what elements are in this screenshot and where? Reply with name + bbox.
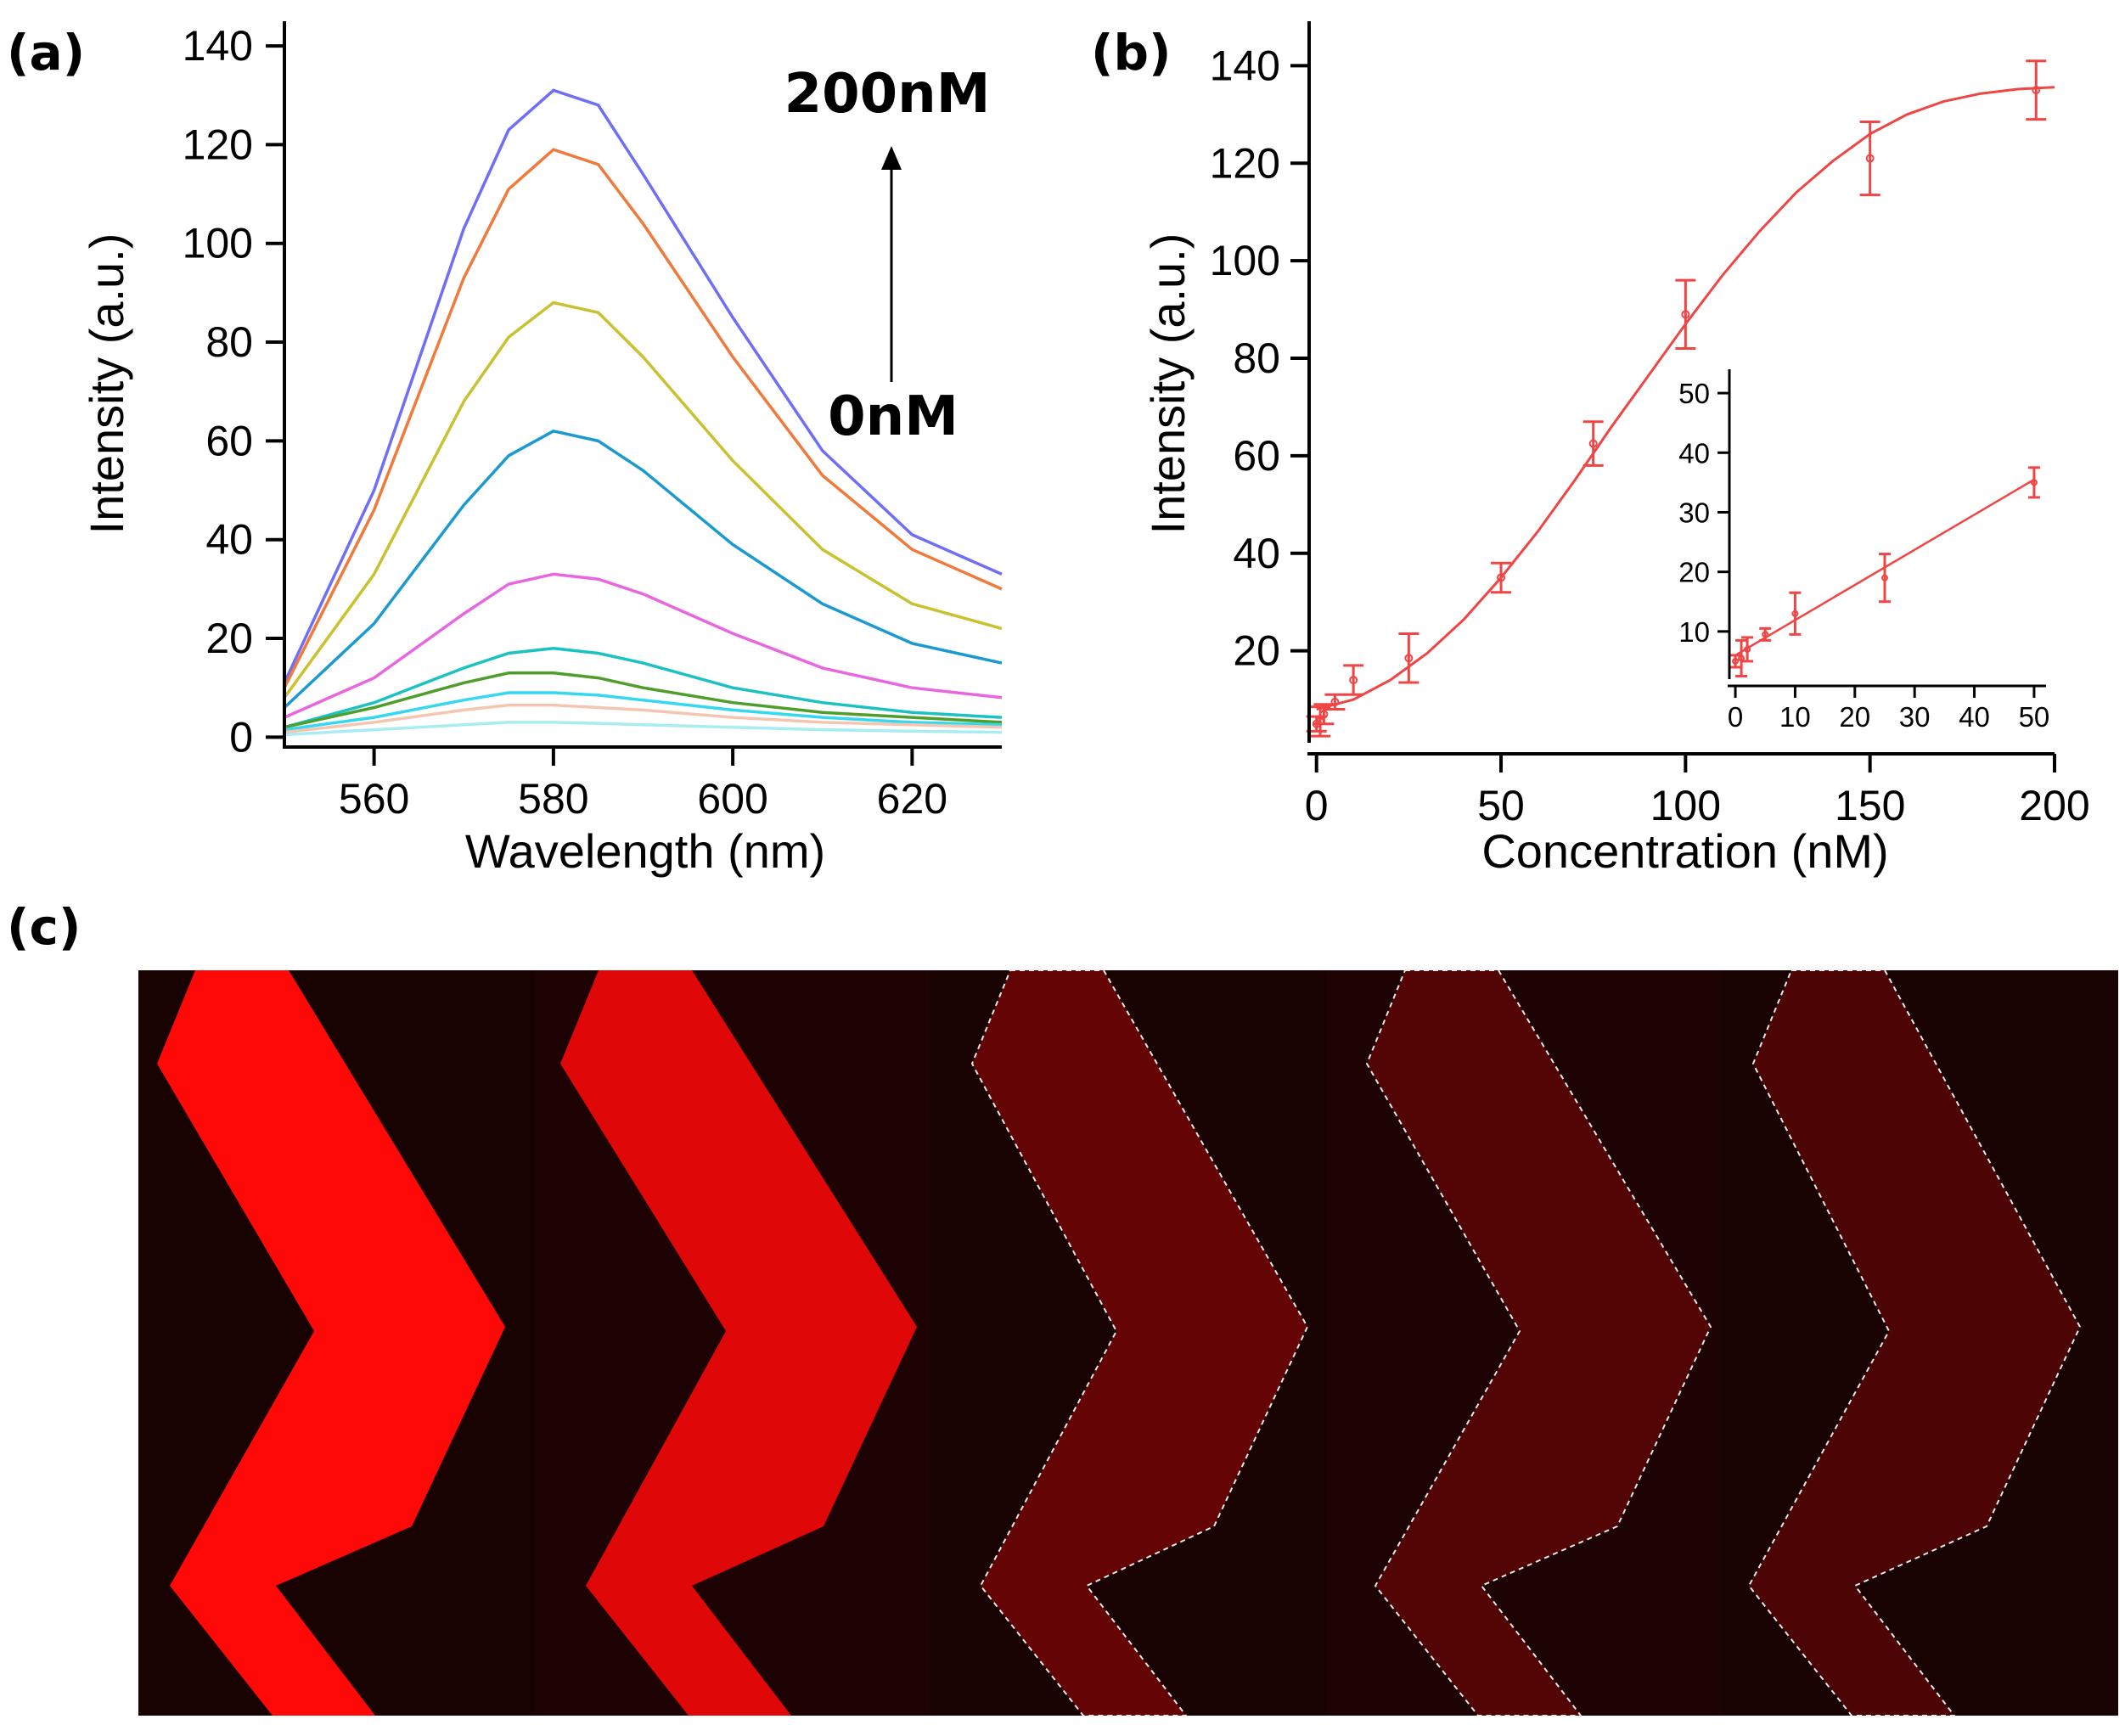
spectra-y-axis-title: Intensity (a.u.) — [80, 233, 133, 535]
spectrum-line-3 — [283, 429, 1003, 709]
spectrum-line-4 — [284, 572, 1003, 719]
inset-x-tick-label: 40 — [1959, 701, 1990, 733]
spectrum-line-8 — [284, 703, 1003, 734]
spectra-x-axis-title: Wavelength (nm) — [465, 824, 825, 878]
spectra-x-tick-label: 560 — [339, 775, 409, 823]
inset-points — [1729, 466, 2040, 677]
calibration-points — [1306, 59, 2047, 738]
spectrum-line-6 — [284, 671, 1003, 729]
calibration-x-tick-label: 200 — [2019, 782, 2089, 829]
inset-x-ticks: 0 10 20 30 40 50 — [1728, 686, 2049, 733]
calibration-y-tick-label: 80 — [1233, 334, 1280, 382]
calibration-point — [1404, 654, 1414, 663]
inset-y-tick-label: 50 — [1678, 378, 1710, 409]
annotation-arrow-head — [881, 146, 902, 170]
inset-x-tick-label: 20 — [1839, 701, 1870, 733]
spectrum-line-5 — [284, 646, 1003, 729]
spectra-y-tick-label: 0 — [229, 713, 253, 761]
calibration-y-tick-label: 40 — [1233, 530, 1280, 577]
inset-y-tick-label: 30 — [1678, 497, 1710, 528]
fluorescence-image-group — [138, 969, 2118, 1716]
spectra-chart: 560 580 600 620 0 20 40 60 80 100 120 140 Waveleng… — [80, 21, 1003, 878]
calibration-point — [2032, 86, 2041, 95]
inset-x-tick-label: 10 — [1779, 701, 1811, 733]
zigzag-channel — [560, 970, 917, 1716]
spectra-y-ticks: 0 20 40 60 80 100 120 140 — [183, 22, 284, 761]
inset-y-tick-label: 20 — [1678, 557, 1710, 588]
spectrum-line-9 — [284, 721, 1003, 737]
inset-point — [1744, 645, 1751, 653]
inset-y-ticks: 10 20 30 40 50 — [1678, 378, 1729, 648]
spectra-y-tick-label: 120 — [183, 121, 253, 168]
calibration-x-tick-label: 150 — [1835, 782, 1905, 829]
calibration-x-tick-label: 100 — [1650, 782, 1721, 829]
spectra-x-ticks: 560 580 600 620 — [339, 747, 947, 823]
inset-x-tick-label: 0 — [1728, 701, 1743, 733]
inset-point — [1732, 657, 1740, 665]
inset-point — [1880, 574, 1888, 581]
calibration-x-ticks: 0 50 100 150 200 — [1305, 754, 2090, 829]
spectra-x-tick-label: 580 — [518, 775, 588, 823]
calibration-y-tick-label: 120 — [1210, 139, 1280, 187]
spectra-series-group — [283, 88, 1003, 737]
calibration-y-ticks: 20 40 60 80 100 120 140 — [1210, 42, 1309, 675]
zigzag-channel — [1747, 969, 2082, 1716]
calibration-point — [1865, 154, 1875, 163]
calibration-y-tick-label: 100 — [1210, 237, 1280, 284]
spectra-y-tick-label: 60 — [205, 417, 253, 464]
calibration-y-axis-title: Intensity (a.u.) — [1141, 233, 1195, 535]
calibration-point — [1588, 439, 1598, 448]
zigzag-channel — [1365, 969, 1712, 1716]
spectra-y-tick-label: 20 — [205, 615, 253, 662]
spectrum-line-1 — [283, 148, 1003, 688]
calibration-x-tick-label: 0 — [1305, 782, 1329, 829]
inset-point — [1791, 610, 1799, 617]
zigzag-channel — [157, 970, 505, 1716]
inset-x-tick-label: 50 — [2019, 701, 2050, 733]
calibration-point — [1319, 710, 1329, 719]
spectra-y-tick-label: 140 — [183, 22, 253, 70]
inset-point — [1738, 655, 1746, 662]
inset-y-tick-label: 10 — [1678, 616, 1710, 648]
zigzag-channel — [970, 969, 1309, 1716]
calibration-x-axis-title: Concentration (nM) — [1481, 824, 1888, 878]
annotation-0nM: 0nM — [828, 385, 958, 448]
calibration-point — [1497, 573, 1506, 582]
spectra-y-tick-label: 80 — [205, 318, 253, 366]
spectra-y-tick-label: 40 — [205, 516, 253, 564]
spectrum-line-7 — [284, 691, 1003, 732]
inset-y-tick-label: 40 — [1678, 437, 1710, 469]
calibration-x-tick-label: 50 — [1477, 782, 1525, 829]
spectra-x-tick-label: 600 — [697, 775, 767, 823]
spectrum-line-0 — [283, 88, 1003, 684]
calibration-point — [1681, 310, 1690, 319]
panel-c-label: (c) — [7, 898, 81, 956]
spectrum-line-2 — [283, 301, 1003, 699]
calibration-y-tick-label: 20 — [1233, 627, 1280, 675]
spectra-x-tick-label: 620 — [877, 775, 947, 823]
spectra-y-tick-label: 100 — [183, 220, 253, 267]
inset-chart: 0 10 20 30 40 50 10 20 30 40 50 — [1678, 369, 2049, 733]
annotation-200nM: 200nM — [784, 63, 991, 126]
calibration-point — [1330, 697, 1340, 706]
panel-a-label: (a) — [7, 24, 85, 81]
calibration-y-tick-label: 140 — [1210, 42, 1280, 89]
calibration-y-tick-label: 60 — [1233, 432, 1280, 480]
inset-point — [2030, 479, 2038, 486]
inset-x-tick-label: 30 — [1899, 701, 1931, 733]
calibration-point — [1349, 676, 1358, 685]
fluorescence-images — [138, 969, 2118, 1716]
inset-point — [1762, 631, 1769, 638]
panel-b-label: (b) — [1091, 24, 1172, 81]
